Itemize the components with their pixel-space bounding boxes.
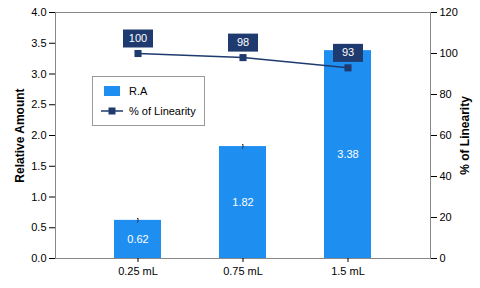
svg-text:2.5: 2.5 xyxy=(31,98,46,110)
svg-text:0.25 mL: 0.25 mL xyxy=(118,265,158,277)
svg-text:0.5: 0.5 xyxy=(31,221,46,233)
svg-text:98: 98 xyxy=(237,36,249,48)
svg-text:93: 93 xyxy=(342,46,354,58)
svg-text:1.0: 1.0 xyxy=(31,191,46,203)
svg-text:% of Linearity: % of Linearity xyxy=(458,96,472,175)
html-text:% of Linearity: % of Linearity xyxy=(129,105,196,117)
svg-text:100: 100 xyxy=(440,47,458,59)
svg-text:60: 60 xyxy=(440,129,452,141)
svg-text:Relative Amount: Relative Amount xyxy=(13,88,27,182)
svg-text:1.5 mL: 1.5 mL xyxy=(331,265,365,277)
svg-text:20: 20 xyxy=(440,211,452,223)
svg-text:2.0: 2.0 xyxy=(31,129,46,141)
svg-text:3.5: 3.5 xyxy=(31,37,46,49)
svg-text:100: 100 xyxy=(129,32,147,44)
svg-text:1.82: 1.82 xyxy=(232,196,253,208)
svg-text:4.0: 4.0 xyxy=(31,6,46,18)
html-text:R.A: R.A xyxy=(129,85,148,97)
svg-text:120: 120 xyxy=(440,6,458,18)
svg-text:80: 80 xyxy=(440,88,452,100)
svg-text:0.62: 0.62 xyxy=(127,233,148,245)
svg-text:40: 40 xyxy=(440,170,452,182)
svg-text:0: 0 xyxy=(440,252,446,264)
svg-text:0.75 mL: 0.75 mL xyxy=(223,265,263,277)
svg-text:3.0: 3.0 xyxy=(31,68,46,80)
svg-text:3.38: 3.38 xyxy=(337,148,358,160)
svg-text:1.5: 1.5 xyxy=(31,160,46,172)
svg-text:0.0: 0.0 xyxy=(31,252,46,264)
